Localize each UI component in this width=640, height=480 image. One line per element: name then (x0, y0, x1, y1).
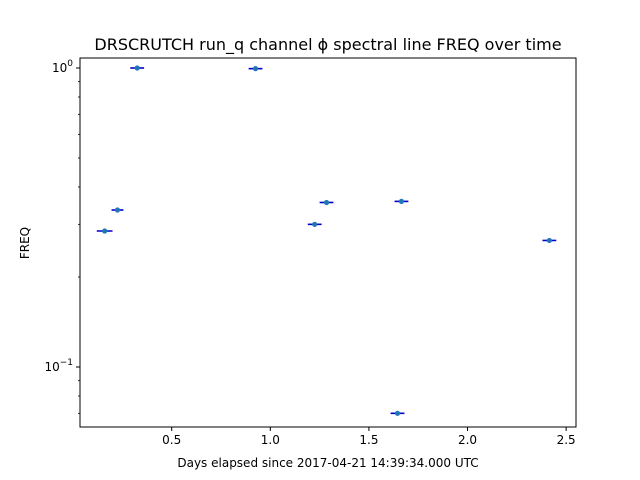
y-axis: 10−1 100 (44, 59, 80, 414)
x-tick-label: 2.5 (557, 433, 576, 447)
plot-area (79, 57, 577, 428)
x-tick-label: 2.0 (458, 433, 477, 447)
data-point (252, 66, 259, 72)
data-point (102, 228, 108, 234)
data-point (312, 221, 318, 227)
x-axis-label: Days elapsed since 2017-04-21 14:39:34.0… (177, 456, 478, 470)
data-point (394, 410, 401, 416)
y-tick-label: 100 (52, 59, 73, 75)
data-point (134, 65, 140, 71)
data-point (323, 199, 330, 206)
x-tick-label: 1.5 (359, 433, 378, 447)
x-tick-label: 0.5 (162, 433, 181, 447)
y-axis-label: FREQ (18, 227, 32, 259)
data-points (96, 65, 557, 416)
y-tick-label: 10−1 (44, 358, 73, 374)
chart-title: DRSCRUTCH run_q channel ϕ spectral line … (94, 35, 561, 55)
data-point (546, 237, 552, 244)
data-point (398, 198, 405, 204)
x-tick-label: 1.0 (261, 433, 280, 447)
x-axis: 0.5 1.0 1.5 2.0 2.5 (162, 427, 576, 447)
data-point (114, 207, 121, 213)
